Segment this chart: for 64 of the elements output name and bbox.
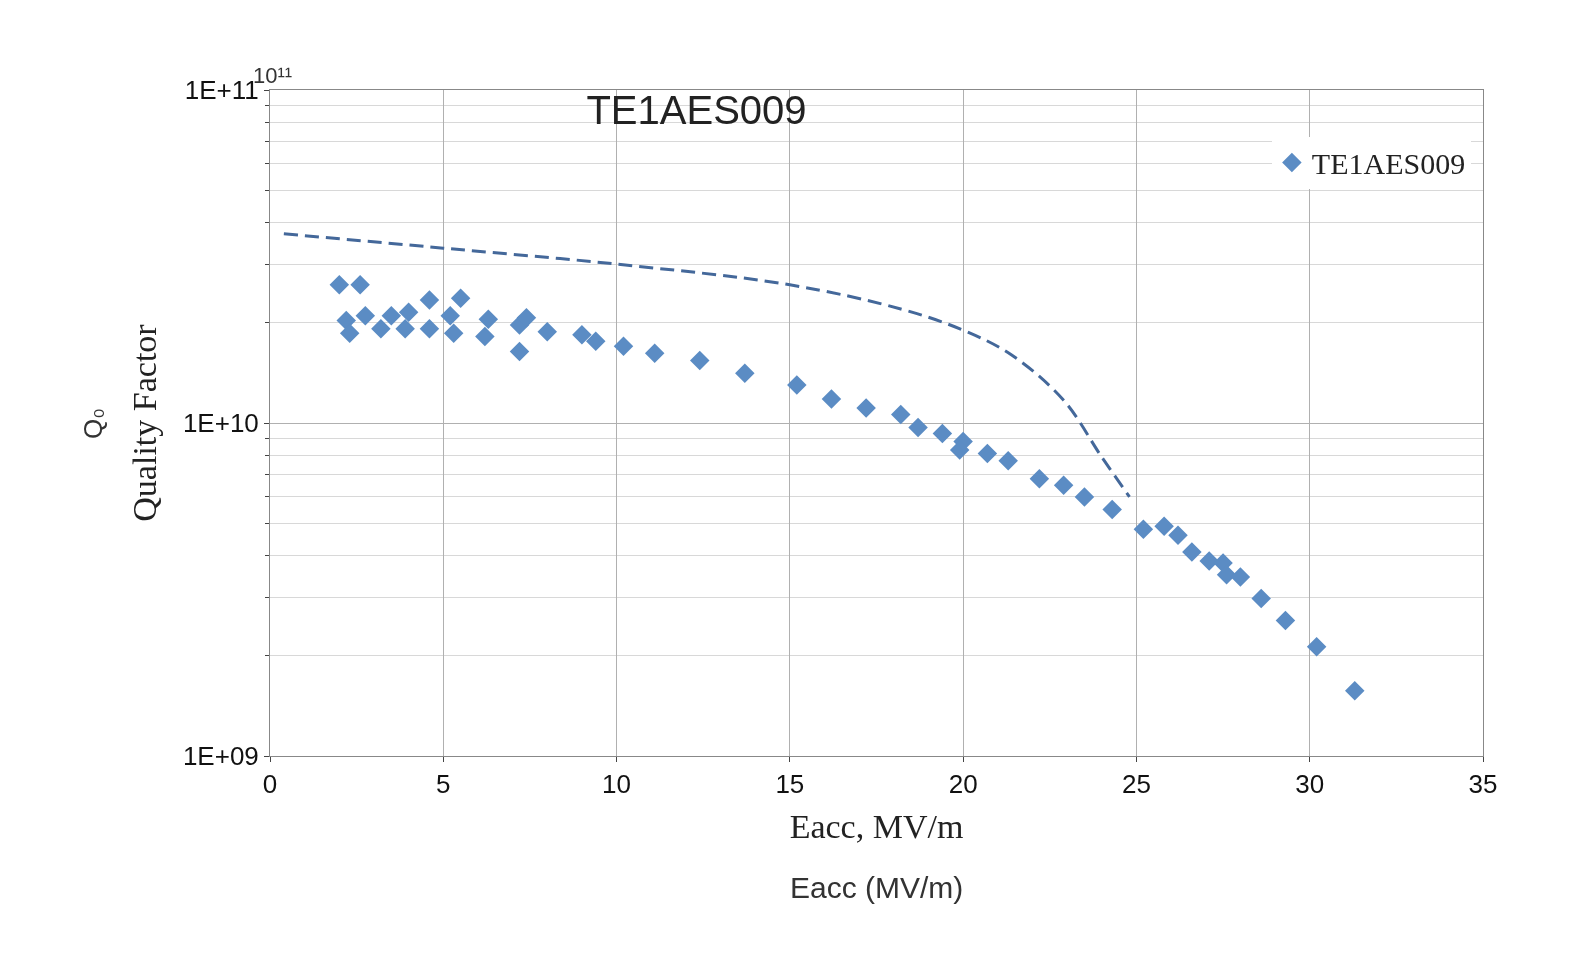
point [336,310,356,331]
point [586,331,606,351]
point [398,302,419,323]
point [516,308,537,328]
point [355,305,376,326]
y-tick-label: 1E+09 [182,741,259,772]
point [1154,516,1174,536]
point [450,288,471,308]
point [1275,610,1296,631]
x-tick-label: 20 [948,769,978,800]
x-tick-label: 35 [1468,769,1498,800]
point [1074,487,1095,507]
point [339,323,360,343]
point [1029,469,1050,489]
point [395,318,415,339]
point [1182,542,1202,562]
text: Eacc (MV/m) [790,871,964,904]
point [1345,681,1365,701]
point [644,343,665,363]
point [381,305,402,326]
point [821,389,842,409]
point [856,398,876,418]
x-tick-label: 15 [775,769,805,800]
point [932,423,953,444]
point [1102,499,1122,520]
x-tick-label: 0 [262,769,278,800]
point [1168,525,1188,546]
point [1251,588,1271,609]
chart-title: TE1AES009 [586,87,807,132]
point [1230,567,1251,587]
point [478,309,499,329]
point [537,321,558,342]
point [613,336,634,357]
y-tick-label: 1E+10 [182,408,259,439]
point [572,325,592,345]
text: Q₀ [77,407,108,439]
x-axis-title: Eacc, MV/m [789,807,964,845]
point [787,375,807,395]
point [891,404,911,425]
point [443,323,464,343]
point [509,341,530,362]
legend-label: TE1AES009 [1311,147,1466,181]
point [1306,636,1327,657]
point [419,318,440,339]
point [440,305,460,326]
point [419,290,440,310]
x-tick-label: 5 [436,769,451,800]
line-series [282,232,1131,499]
point [1053,475,1074,496]
x-tick-label: 10 [602,769,632,800]
point [475,326,495,347]
y-axis-title: Quality Factor [126,323,164,522]
point [690,350,710,371]
point [908,417,928,438]
point [329,275,350,295]
point [1133,519,1154,539]
point [998,451,1018,471]
point [735,363,755,384]
point [371,318,391,339]
point [1216,565,1237,585]
point [350,275,370,295]
x-tick-label: 30 [1295,769,1325,800]
point [977,443,998,464]
x-tick-label: 25 [1121,769,1151,800]
